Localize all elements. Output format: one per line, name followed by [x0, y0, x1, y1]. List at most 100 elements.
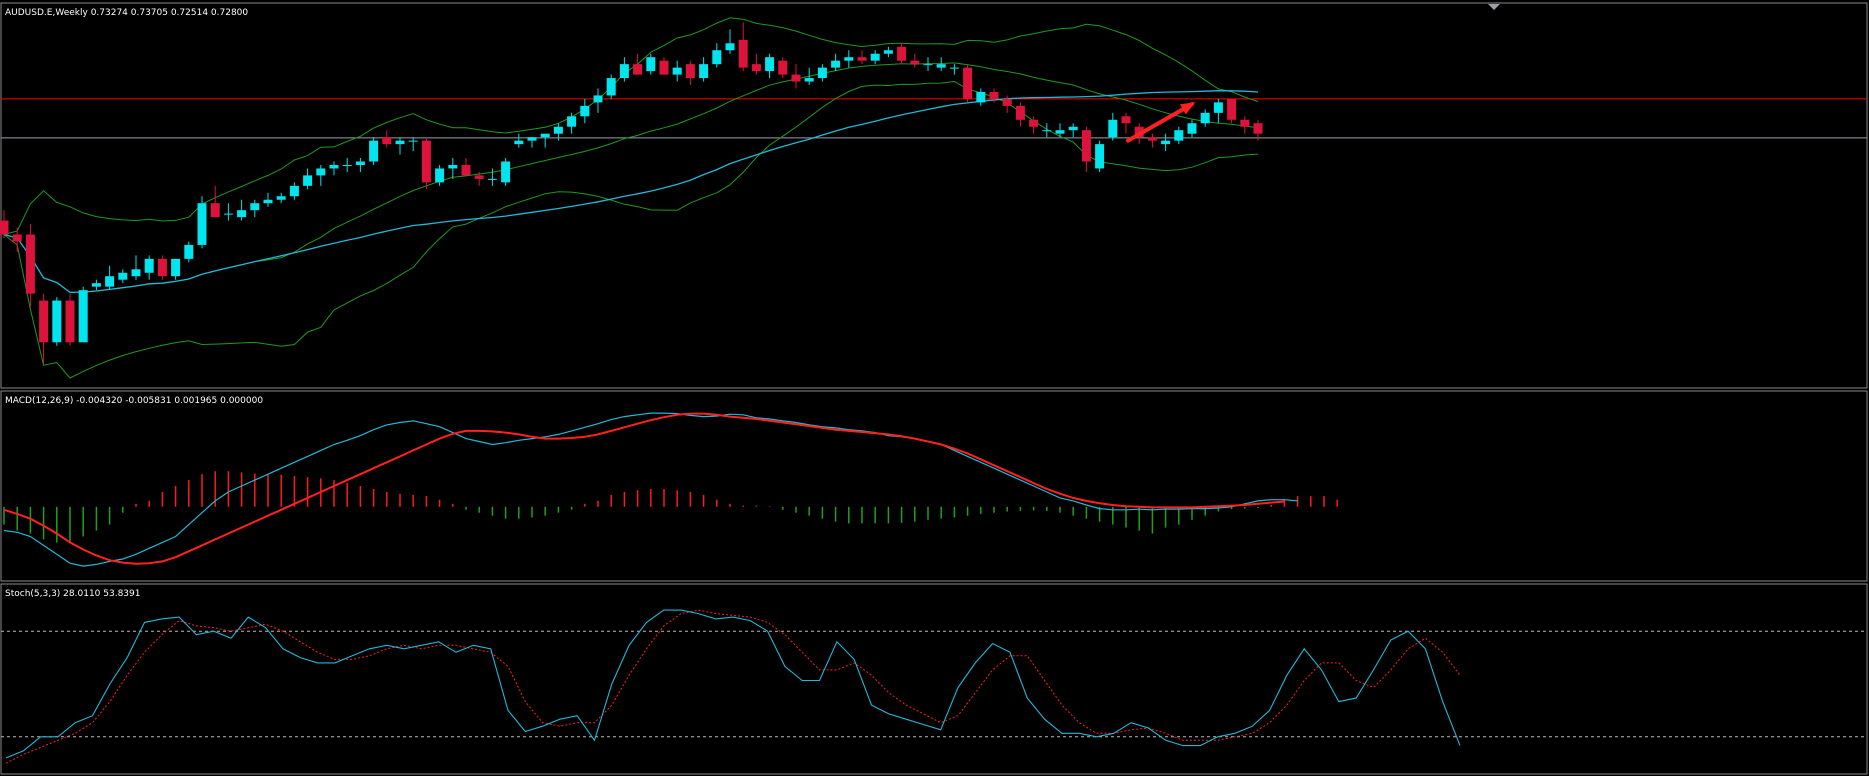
bull-candle: [699, 64, 709, 79]
bull-candle: [606, 78, 616, 96]
bull-candle: [184, 244, 194, 259]
bull-candle: [593, 95, 603, 103]
bear-candle: [989, 91, 999, 99]
trend-arrow[interactable]: [1126, 102, 1196, 143]
bull-candle: [263, 199, 273, 204]
bear-candle: [633, 64, 643, 75]
bull-candle: [923, 64, 933, 66]
stoch-main-line: [5, 609, 1461, 759]
symbol: AUDUSD.E: [5, 8, 53, 18]
bull-candle: [1095, 144, 1105, 169]
bull-candle: [487, 178, 497, 180]
bear-candle: [12, 234, 22, 242]
bear-candle: [1134, 126, 1144, 138]
bull-candle: [316, 168, 326, 176]
stoch-levels: [1, 630, 1867, 738]
bear-candle: [791, 74, 801, 82]
bull-candle: [580, 105, 590, 117]
stoch-pane-frame: [0, 583, 1868, 775]
ma-line: [3, 90, 1259, 294]
bear-candle: [0, 220, 9, 235]
bull-candle: [223, 213, 233, 215]
bull-candle: [1187, 123, 1197, 134]
bear-candle: [461, 164, 471, 176]
bear-candle: [1015, 105, 1025, 120]
bear-candle: [778, 60, 788, 75]
bear-candle: [382, 137, 392, 145]
price-pane-label: AUDUSD.E,Weekly 0.73274 0.73705 0.72514 …: [5, 8, 248, 18]
macd-lines: [3, 412, 1298, 567]
stoch-pane[interactable]: Stoch(5,3,3) 28.0110 53.8391: [0, 583, 1868, 775]
bull-candle: [1161, 140, 1171, 145]
bear-candle: [963, 67, 973, 99]
macd-line: [3, 412, 1298, 567]
bull-candle: [1042, 130, 1052, 132]
bull-candle: [78, 290, 88, 343]
bull-candle: [553, 126, 563, 134]
bear-candle: [910, 60, 920, 65]
bear-candle: [210, 203, 220, 218]
bull-candle: [817, 67, 827, 79]
bear-candle: [738, 39, 748, 68]
trend-arrow-head-icon: [1180, 102, 1196, 115]
bull-candle: [303, 175, 313, 186]
macd-histogram: [3, 471, 1338, 543]
bull-candle: [144, 258, 154, 273]
bear-candle: [1240, 119, 1250, 127]
moving-average: [3, 90, 1259, 294]
bull-candle: [1055, 130, 1065, 134]
bull-candle: [646, 57, 656, 72]
bear-candle: [157, 258, 167, 277]
macd-pane-frame: [0, 390, 1868, 582]
trend-arrow-shaft: [1126, 102, 1194, 143]
bull-candle: [501, 161, 511, 183]
bear-candle: [659, 60, 669, 75]
bull-candle: [1108, 119, 1118, 138]
bull-candle: [804, 78, 814, 82]
bear-candle: [685, 64, 695, 79]
timeframe: Weekly: [55, 8, 88, 18]
bull-candle: [435, 168, 445, 183]
macd-pane[interactable]: MACD(12,26,9) -0.004320 -0.005831 0.0019…: [0, 390, 1868, 582]
bull-candle: [329, 164, 339, 169]
bull-candle: [527, 137, 537, 141]
bear-candle: [25, 234, 35, 294]
bull-candle: [91, 283, 101, 287]
price-pane[interactable]: AUDUSD.E,Weekly 0.73274 0.73705 0.72514 …: [0, 2, 1868, 389]
bull-candle: [844, 57, 854, 61]
bull-candle: [1174, 130, 1184, 141]
macd-pane-label: MACD(12,26,9) -0.004320 -0.005831 0.0019…: [5, 396, 263, 406]
bull-candle: [395, 140, 405, 145]
bull-candle: [725, 43, 735, 51]
bull-candle: [118, 272, 128, 280]
bull-candle: [870, 53, 880, 61]
bear-candle: [474, 175, 484, 179]
bull-candle: [276, 196, 286, 200]
bull-candle: [197, 203, 207, 245]
bear-candle: [1147, 137, 1157, 141]
ohlc-values: 0.73274 0.73705 0.72514 0.72800: [91, 8, 249, 18]
bear-candle: [1121, 116, 1131, 124]
stoch-lines: [5, 609, 1461, 764]
bear-candle: [751, 64, 761, 72]
stoch-signal-line: [5, 609, 1461, 764]
bull-candle: [883, 50, 893, 54]
bear-candle: [39, 300, 49, 343]
bull-candle: [936, 64, 946, 68]
bull-candle: [712, 50, 722, 65]
bull-candle: [765, 57, 775, 72]
bull-candle: [369, 140, 379, 162]
bear-candle: [1002, 98, 1012, 106]
bull-candle: [672, 67, 682, 75]
scroll-marker-icon[interactable]: [1488, 4, 1500, 10]
bull-candle: [408, 140, 418, 142]
bull-candle: [289, 185, 299, 197]
bull-candle: [831, 60, 841, 68]
bull-candle: [1200, 112, 1210, 124]
bull-candle: [250, 203, 260, 211]
bull-candle: [619, 64, 629, 79]
bull-candle: [1213, 102, 1223, 113]
bull-candle: [171, 258, 181, 277]
bull-candle: [540, 133, 550, 138]
bear-candle: [421, 140, 431, 183]
